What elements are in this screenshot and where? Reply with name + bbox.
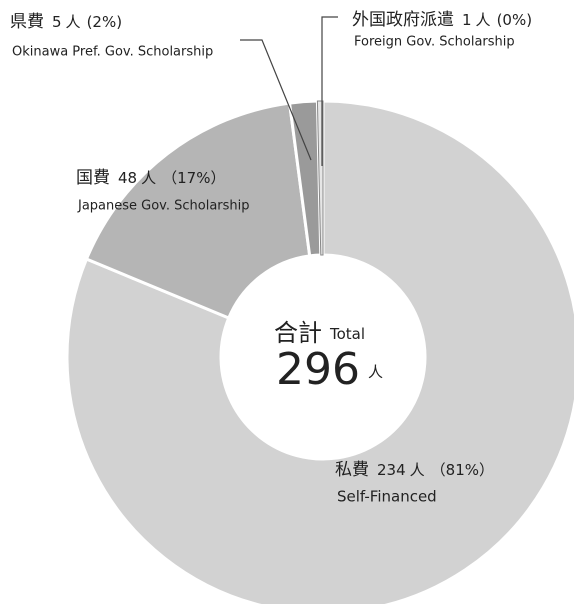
category: 私費 <box>335 460 369 480</box>
value: 1 <box>462 11 472 29</box>
total-value: 296 <box>276 344 360 395</box>
category-en: Foreign Gov. Scholarship <box>354 35 515 50</box>
category-en: Japanese Gov. Scholarship <box>77 199 250 214</box>
total-label-en: Total <box>329 325 365 343</box>
category: 国費 <box>76 168 110 188</box>
value: 234 <box>377 461 406 479</box>
category-en: Okinawa Pref. Gov. Scholarship <box>12 45 213 60</box>
slice-label: 国費 48 人 （17%） <box>76 168 225 188</box>
value: 48 <box>118 169 137 187</box>
percent: （81%） <box>431 461 494 479</box>
unit: 人 <box>476 11 491 29</box>
percent: (0%) <box>497 11 533 29</box>
leader-line <box>321 16 338 166</box>
category-en: Self-Financed <box>337 488 437 506</box>
slice-label: 外国政府派遣 1 人 (0%) <box>352 10 532 30</box>
unit: 人 <box>141 169 156 187</box>
slice <box>84 101 312 320</box>
donut <box>65 99 574 604</box>
center-label: 合計 Total <box>274 319 365 347</box>
value: 5 <box>52 13 62 31</box>
total-label: 合計 <box>274 319 322 347</box>
unit: 人 <box>410 461 425 479</box>
slice-label: 県費 5 人 (2%) <box>10 12 122 32</box>
percent: (2%) <box>87 13 123 31</box>
total: 296 人 <box>276 344 383 395</box>
category: 県費 <box>10 12 44 32</box>
category: 外国政府派遣 <box>352 10 454 30</box>
slice-label: 私費 234 人 （81%） <box>335 460 494 480</box>
unit: 人 <box>66 13 81 31</box>
leader-line <box>240 39 312 161</box>
total-unit: 人 <box>368 363 383 381</box>
slice <box>65 99 574 604</box>
percent: （17%） <box>162 169 225 187</box>
